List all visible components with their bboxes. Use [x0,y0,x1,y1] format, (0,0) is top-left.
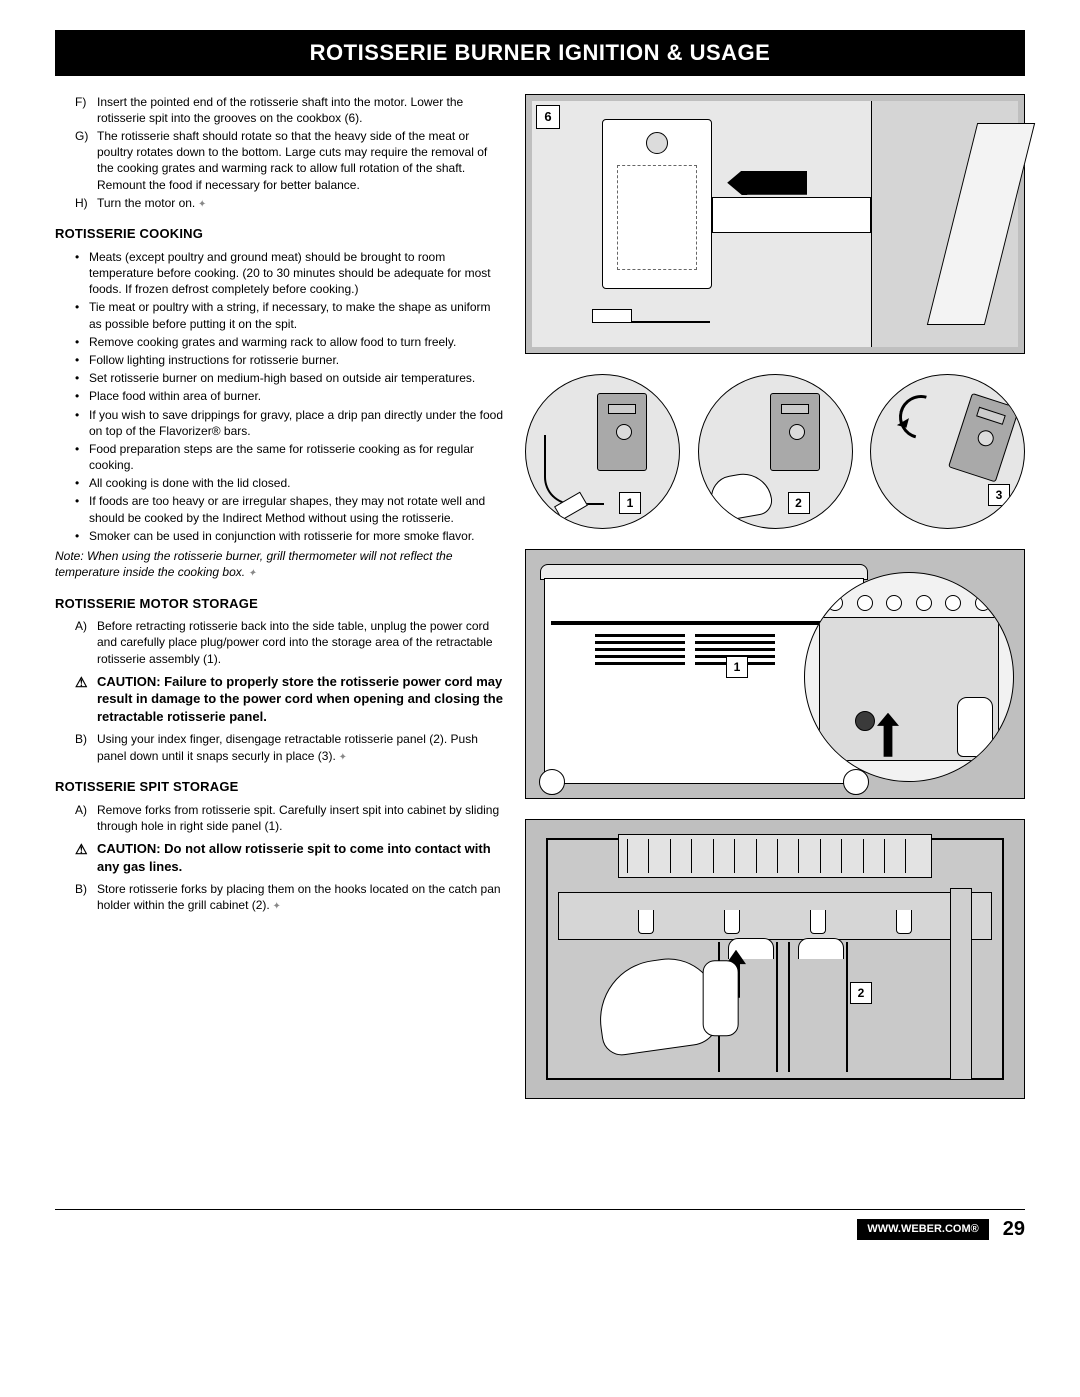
marker: B) [75,881,87,897]
step-f: F) Insert the pointed end of the rotisse… [75,94,505,126]
bullet: All cooking is done with the lid closed. [75,475,505,491]
step-text: The rotisserie shaft should rotate so th… [97,129,487,192]
content-columns: F) Insert the pointed end of the rotisse… [55,94,1025,1099]
motor-steps: A) Before retracting rotisserie back int… [55,618,505,667]
marker: A) [75,802,87,818]
spit-caution: ⚠ CAUTION: Do not allow rotisserie spit … [55,836,505,881]
intro-steps: F) Insert the pointed end of the rotisse… [55,94,505,212]
bullet: Follow lighting instructions for rotisse… [75,352,505,368]
figure-column: 6 1 2 3 [525,94,1025,1099]
heading-motor: ROTISSERIE MOTOR STORAGE [55,595,505,613]
marker: A) [75,618,87,634]
footer-url: WWW.WEBER.COM® [857,1219,988,1240]
marker: B) [75,731,87,747]
callout-3: 3 [988,484,1010,506]
spit-steps-b: B) Store rotisserie forks by placing the… [55,881,505,914]
arrow-left-icon [727,171,807,195]
bullet: Set rotisserie burner on medium-high bas… [75,370,505,386]
step-text: Remove forks from rotisserie spit. Caref… [97,803,499,833]
figure-circle-row: 1 2 3 [525,374,1025,529]
page-number: 29 [1003,1216,1025,1243]
bullet: If you wish to save drippings for gravy,… [75,407,505,439]
heading-spit: ROTISSERIE SPIT STORAGE [55,778,505,796]
figure-circle-3: 3 [870,374,1025,529]
hand-icon [707,469,774,523]
callout-2: 2 [850,982,872,1004]
bullet: Tie meat or poultry with a string, if ne… [75,299,505,331]
warning-icon: ⚠ [75,673,88,692]
spit-steps: A) Remove forks from rotisserie spit. Ca… [55,802,505,834]
step-text: Insert the pointed end of the rotisserie… [97,95,463,125]
cooking-note: Note: When using the rotisserie burner, … [55,548,505,581]
rotate-arrow-icon [891,387,951,447]
warning-icon: ⚠ [75,840,88,859]
bullet: Food preparation steps are the same for … [75,441,505,473]
figure-circle-1: 1 [525,374,680,529]
caution-text: CAUTION: Failure to properly store the r… [97,674,503,724]
step-text: Using your index finger, disengage retra… [97,732,478,762]
spit-step-a: A) Remove forks from rotisserie spit. Ca… [75,802,505,834]
caution-text: CAUTION: Do not allow rotisserie spit to… [97,841,491,874]
callout-1: 1 [619,492,641,514]
page-title-bar: ROTISSERIE BURNER IGNITION & USAGE [55,30,1025,76]
callout-2: 2 [788,492,810,514]
heading-cooking: ROTISSERIE COOKING [55,225,505,243]
figure-circle-2: 2 [698,374,853,529]
marker: H) [75,195,88,211]
figure-6-motor-mount: 6 [525,94,1025,354]
hand-icon [592,952,723,1058]
spit-step-b: B) Store rotisserie forks by placing the… [75,881,505,914]
bullet: Meats (except poultry and ground meat) s… [75,249,505,298]
step-text: Turn the motor on. [97,196,206,210]
motor-step-b: B) Using your index finger, disengage re… [75,731,505,764]
page-footer: WWW.WEBER.COM® 29 [55,1209,1025,1243]
step-text: Store rotisserie forks by placing them o… [97,882,501,912]
bullet: If foods are too heavy or are irregular … [75,493,505,525]
marker: G) [75,128,88,144]
figure-cabinet: 1 [525,549,1025,799]
bullet: Remove cooking grates and warming rack t… [75,334,505,350]
callout-1: 1 [726,656,748,678]
zoom-circle-icon [804,572,1014,782]
step-g: G) The rotisserie shaft should rotate so… [75,128,505,193]
step-h: H) Turn the motor on. [75,195,505,212]
step-text: Before retracting rotisserie back into t… [97,619,493,665]
bullet: Place food within area of burner. [75,388,505,404]
callout-6: 6 [536,105,560,129]
bullet: Smoker can be used in conjunction with r… [75,528,505,544]
motor-steps-b: B) Using your index finger, disengage re… [55,731,505,764]
figure-fork-storage: 2 [525,819,1025,1099]
motor-caution: ⚠ CAUTION: Failure to properly store the… [55,669,505,732]
motor-step-a: A) Before retracting rotisserie back int… [75,618,505,667]
cooking-bullets: Meats (except poultry and ground meat) s… [55,249,505,544]
text-column: F) Insert the pointed end of the rotisse… [55,94,505,1099]
marker: F) [75,94,86,110]
